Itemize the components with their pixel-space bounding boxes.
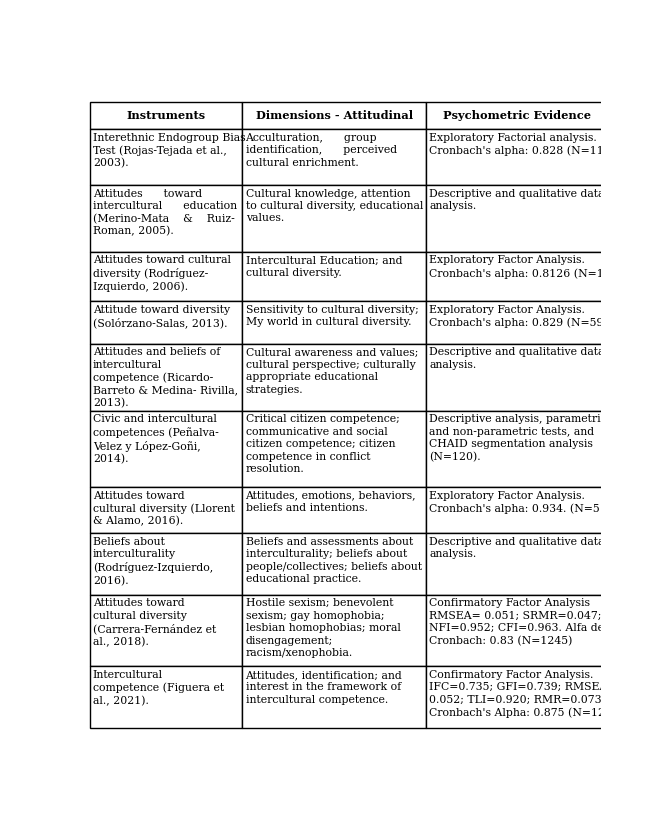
Bar [90, 533, 242, 594]
Text: Sensitivity to cultural diversity;
My world in cultural diversity.: Sensitivity to cultural diversity; My wo… [246, 305, 418, 327]
Text: Confirmatory Factor Analysis
RMSEA= 0.051; SRMR=0.047;
NFI=0.952; CFI=0.963. Alf: Confirmatory Factor Analysis RMSEA= 0.05… [430, 599, 605, 646]
Bar [426, 594, 607, 666]
Text: Descriptive analysis, parametric
and non-parametric tests, and
CHAID segmentatio: Descriptive analysis, parametric and non… [430, 415, 607, 462]
Text: Beliefs about
interculturality
(Rodríguez-Izquierdo,
2016).: Beliefs about interculturality (Rodrígue… [93, 537, 213, 586]
Bar [426, 666, 607, 727]
Bar [426, 129, 607, 185]
Text: Cultural awareness and values;
cultural perspective; culturally
appropriate educ: Cultural awareness and values; cultural … [246, 347, 418, 395]
Bar [426, 102, 607, 129]
Bar [90, 185, 242, 252]
Text: Descriptive and qualitative data
analysis.: Descriptive and qualitative data analysi… [430, 347, 605, 370]
Bar [426, 487, 607, 533]
Bar [90, 129, 242, 185]
Text: Descriptive and qualitative data
analysis.: Descriptive and qualitative data analysi… [430, 189, 605, 211]
Text: Psychometric Evidence: Psychometric Evidence [443, 110, 591, 121]
Text: Descriptive and qualitative data
analysis.: Descriptive and qualitative data analysi… [430, 537, 605, 559]
Text: Instruments: Instruments [126, 110, 206, 121]
Text: Exploratory Factor Analysis.
Cronbach's alpha: 0.934. (N=514).: Exploratory Factor Analysis. Cronbach's … [430, 491, 621, 514]
Text: Exploratory Factorial analysis.
Cronbach's alpha: 0.828 (N=1109): Exploratory Factorial analysis. Cronbach… [430, 133, 622, 156]
Bar [90, 410, 242, 487]
Text: Civic and intercultural
competences (Peñalva-
Velez y López-Goñi,
2014).: Civic and intercultural competences (Peñ… [93, 415, 218, 465]
Bar [90, 344, 242, 410]
Bar [90, 666, 242, 727]
Text: Attitudes toward
cultural diversity
(Carrera-Fernández et
al., 2018).: Attitudes toward cultural diversity (Car… [93, 599, 216, 647]
Text: Exploratory Factor Analysis.
Cronbach's alpha: 0.8126 (N=143): Exploratory Factor Analysis. Cronbach's … [430, 255, 622, 278]
Text: Exploratory Factor Analysis.
Cronbach's alpha: 0.829 (N=593): Exploratory Factor Analysis. Cronbach's … [430, 305, 615, 328]
Text: Beliefs and assessments about
interculturality; beliefs about
people/collectives: Beliefs and assessments about intercultu… [246, 537, 422, 585]
Bar [90, 487, 242, 533]
Bar [426, 300, 607, 344]
Text: Attitudes, identification; and
interest in the framework of
intercultural compet: Attitudes, identification; and interest … [246, 670, 402, 704]
Bar [426, 344, 607, 410]
Text: Cultural knowledge, attention
to cultural diversity, educational
values.: Cultural knowledge, attention to cultura… [246, 189, 423, 223]
Bar [242, 594, 426, 666]
Text: Hostile sexism; benevolent
sexism; gay homophobia;
lesbian homophobias; moral
di: Hostile sexism; benevolent sexism; gay h… [246, 599, 400, 658]
Text: Attitudes, emotions, behaviors,
beliefs and intentions.: Attitudes, emotions, behaviors, beliefs … [246, 491, 416, 513]
Bar [242, 487, 426, 533]
Text: Attitudes      toward
intercultural      education
(Merino-Mata    &    Ruiz-
Ro: Attitudes toward intercultural education… [93, 189, 237, 236]
Text: Interethnic Endogroup Bias
Test (Rojas-Tejada et al.,
2003).: Interethnic Endogroup Bias Test (Rojas-T… [93, 133, 245, 168]
Text: Intercultural
competence (Figuera et
al., 2021).: Intercultural competence (Figuera et al.… [93, 670, 224, 706]
Text: Dimensions - Attitudinal: Dimensions - Attitudinal [256, 110, 413, 121]
Text: Attitudes toward
cultural diversity (Llorent
& Alamo, 2016).: Attitudes toward cultural diversity (Llo… [93, 491, 234, 526]
Bar [90, 594, 242, 666]
Bar [242, 185, 426, 252]
Bar [242, 344, 426, 410]
Bar [242, 533, 426, 594]
Bar [90, 102, 242, 129]
Text: Confirmatory Factor Analysis.
IFC=0.735; GFI=0.739; RMSEA=
0.052; TLI=0.920; RMR: Confirmatory Factor Analysis. IFC=0.735;… [430, 670, 623, 718]
Bar [90, 252, 242, 300]
Text: Attitudes toward cultural
diversity (Rodríguez-
Izquierdo, 2006).: Attitudes toward cultural diversity (Rod… [93, 255, 231, 292]
Bar [90, 300, 242, 344]
Bar [242, 410, 426, 487]
Bar [242, 252, 426, 300]
Bar [426, 533, 607, 594]
Text: Intercultural Education; and
cultural diversity.: Intercultural Education; and cultural di… [246, 255, 402, 277]
Text: Attitude toward diversity
(Solórzano-Salas, 2013).: Attitude toward diversity (Solórzano-Sal… [93, 305, 230, 328]
Text: Acculturation,      group
identification,      perceived
cultural enrichment.: Acculturation, group identification, per… [246, 133, 397, 167]
Bar [242, 129, 426, 185]
Text: Attitudes and beliefs of
intercultural
competence (Ricardo-
Barreto & Medina- Ri: Attitudes and beliefs of intercultural c… [93, 347, 238, 408]
Bar [426, 252, 607, 300]
Bar [242, 300, 426, 344]
Bar [426, 185, 607, 252]
Text: Critical citizen competence;
communicative and social
citizen competence; citize: Critical citizen competence; communicati… [246, 415, 399, 474]
Bar [242, 102, 426, 129]
Bar [426, 410, 607, 487]
Bar [242, 666, 426, 727]
